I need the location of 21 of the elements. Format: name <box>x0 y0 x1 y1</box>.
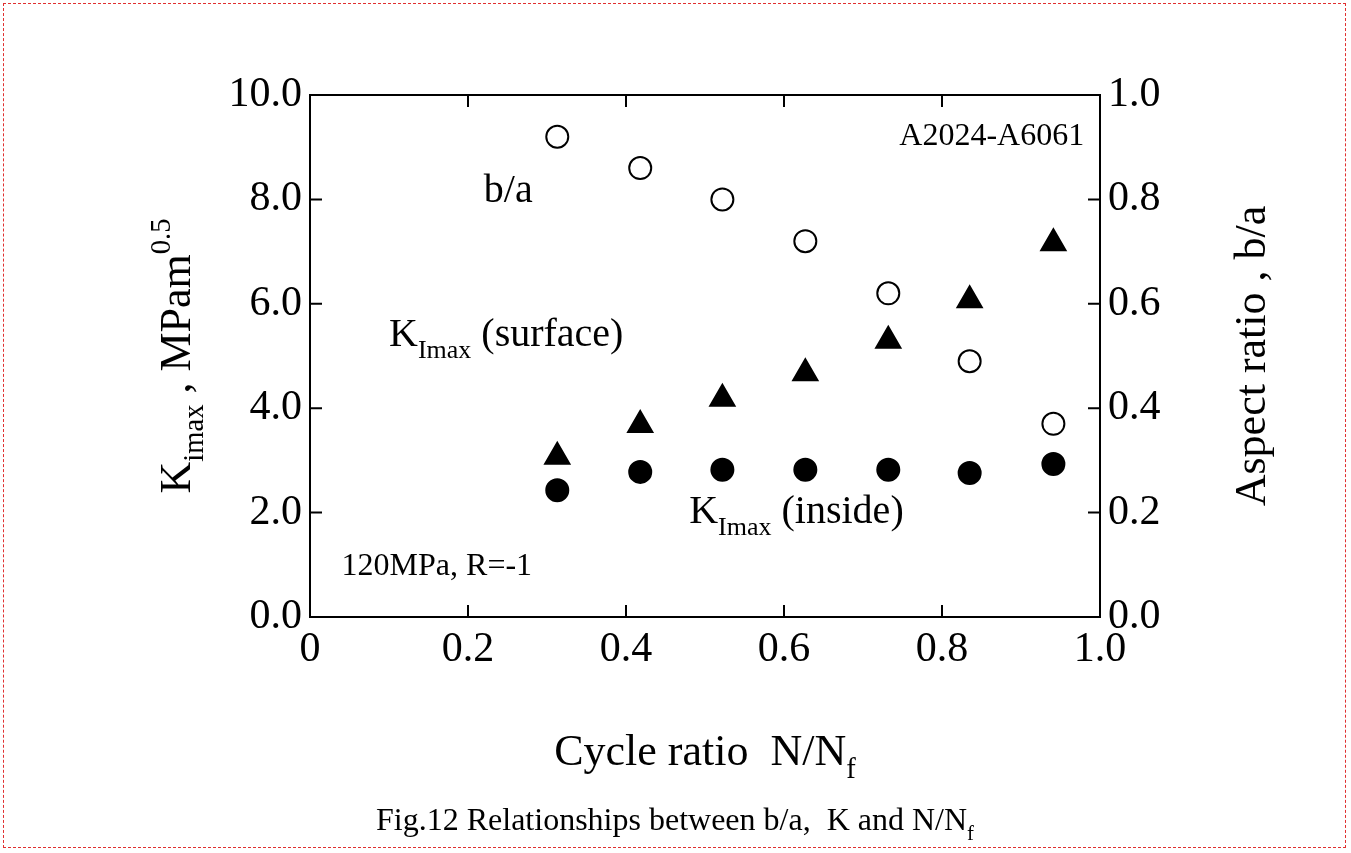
y2-tick-label: 0.6 <box>1108 277 1161 324</box>
y2-tick-label: 1.0 <box>1108 69 1161 116</box>
y-tick-label: 0.0 <box>249 591 302 638</box>
y-tick-label: 4.0 <box>249 382 302 429</box>
y-tick-label: 8.0 <box>249 173 302 220</box>
x-tick-label: 0.6 <box>757 624 811 671</box>
y2-tick-label: 0.8 <box>1108 173 1161 220</box>
y-tick-label: 2.0 <box>249 486 302 533</box>
y2-axis-title: Aspect ratio , b/a <box>1226 205 1275 507</box>
y2-tick-label: 0.2 <box>1108 486 1161 533</box>
x-tick-label: 0.2 <box>441 624 495 671</box>
annotation: 120MPa, R=-1 <box>341 546 533 583</box>
x-tick-label: 0.8 <box>915 624 969 671</box>
y-tick-label: 10.0 <box>228 69 302 116</box>
y2-tick-label: 0.4 <box>1108 382 1161 429</box>
annotation: A2024-A6061 <box>899 115 1085 152</box>
series-label: b/a <box>483 166 533 212</box>
x-tick-label: 0 <box>299 624 321 671</box>
y-tick-label: 6.0 <box>249 277 302 324</box>
y-axis-title: Kimax , MPam0.5 <box>145 218 210 494</box>
x-tick-label: 0.4 <box>599 624 653 671</box>
